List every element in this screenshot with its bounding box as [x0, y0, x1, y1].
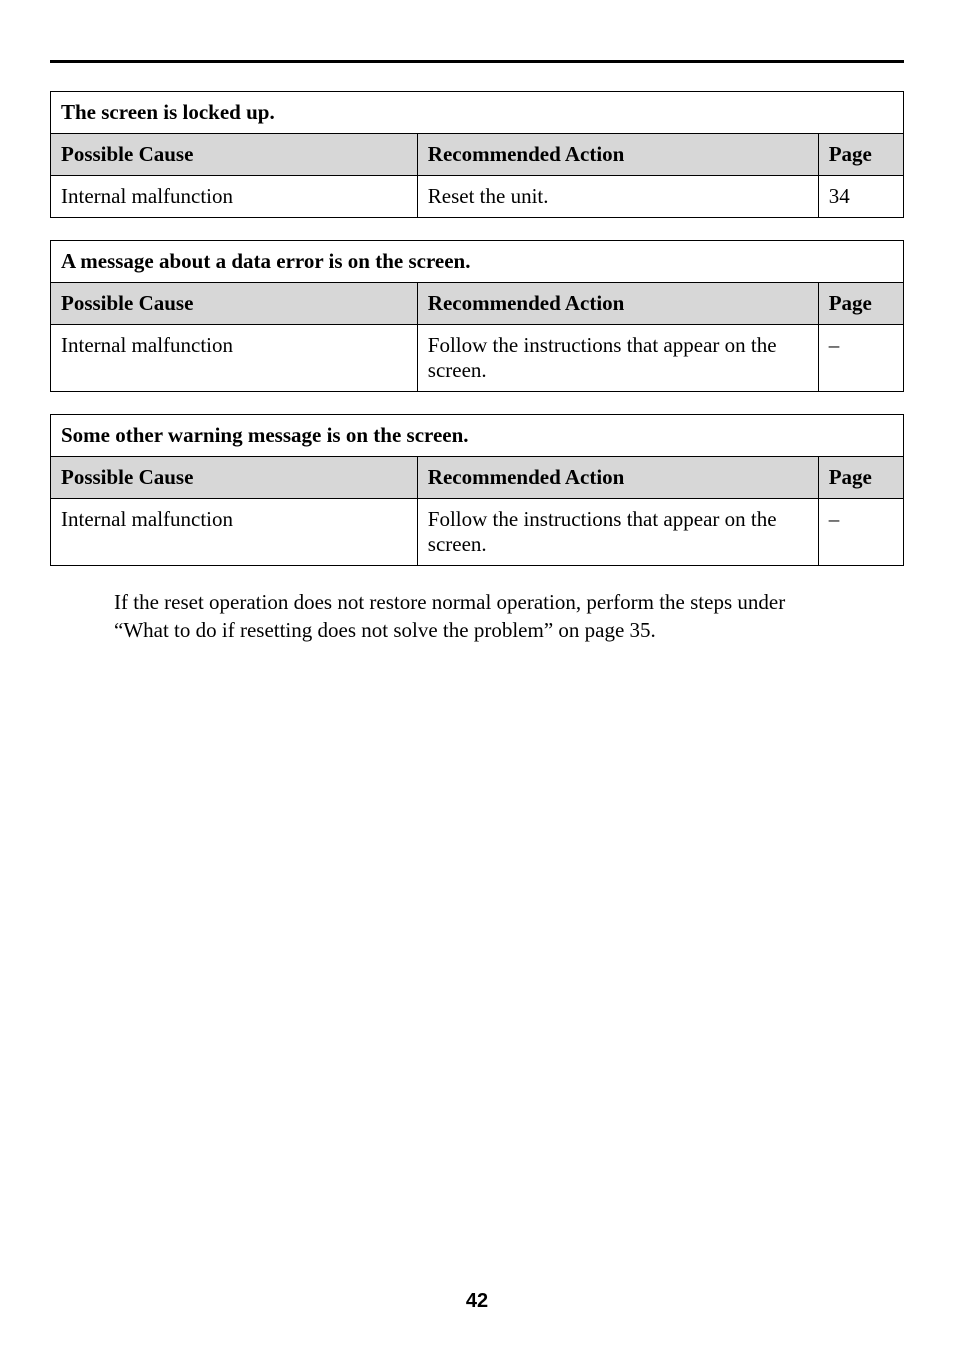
col-header-action: Recommended Action — [417, 283, 818, 325]
cell-page: 34 — [818, 176, 903, 218]
table-title: A message about a data error is on the s… — [51, 241, 904, 283]
cell-page: – — [818, 499, 903, 566]
cell-cause: Internal malfunction — [51, 325, 418, 392]
col-header-page: Page — [818, 457, 903, 499]
cell-action: Follow the instructions that appear on t… — [417, 499, 818, 566]
col-header-cause: Possible Cause — [51, 134, 418, 176]
cell-action: Follow the instructions that appear on t… — [417, 325, 818, 392]
troubleshoot-table-1: The screen is locked up. Possible Cause … — [50, 91, 904, 218]
cell-cause: Internal malfunction — [51, 176, 418, 218]
troubleshoot-table-2: A message about a data error is on the s… — [50, 240, 904, 392]
table-title: The screen is locked up. — [51, 92, 904, 134]
page-number: 42 — [0, 1290, 954, 1313]
col-header-page: Page — [818, 283, 903, 325]
col-header-action: Recommended Action — [417, 134, 818, 176]
col-header-action: Recommended Action — [417, 457, 818, 499]
col-header-cause: Possible Cause — [51, 457, 418, 499]
col-header-page: Page — [818, 134, 903, 176]
table-row: Internal malfunction Follow the instruct… — [51, 499, 904, 566]
table-title: Some other warning message is on the scr… — [51, 415, 904, 457]
table-row: Internal malfunction Follow the instruct… — [51, 325, 904, 392]
table-row: Internal malfunction Reset the unit. 34 — [51, 176, 904, 218]
top-horizontal-rule — [50, 60, 904, 63]
cell-page: – — [818, 325, 903, 392]
col-header-cause: Possible Cause — [51, 283, 418, 325]
document-page: The screen is locked up. Possible Cause … — [0, 0, 954, 1355]
note-paragraph: If the reset operation does not restore … — [114, 588, 834, 645]
troubleshoot-table-3: Some other warning message is on the scr… — [50, 414, 904, 566]
cell-action: Reset the unit. — [417, 176, 818, 218]
cell-cause: Internal malfunction — [51, 499, 418, 566]
